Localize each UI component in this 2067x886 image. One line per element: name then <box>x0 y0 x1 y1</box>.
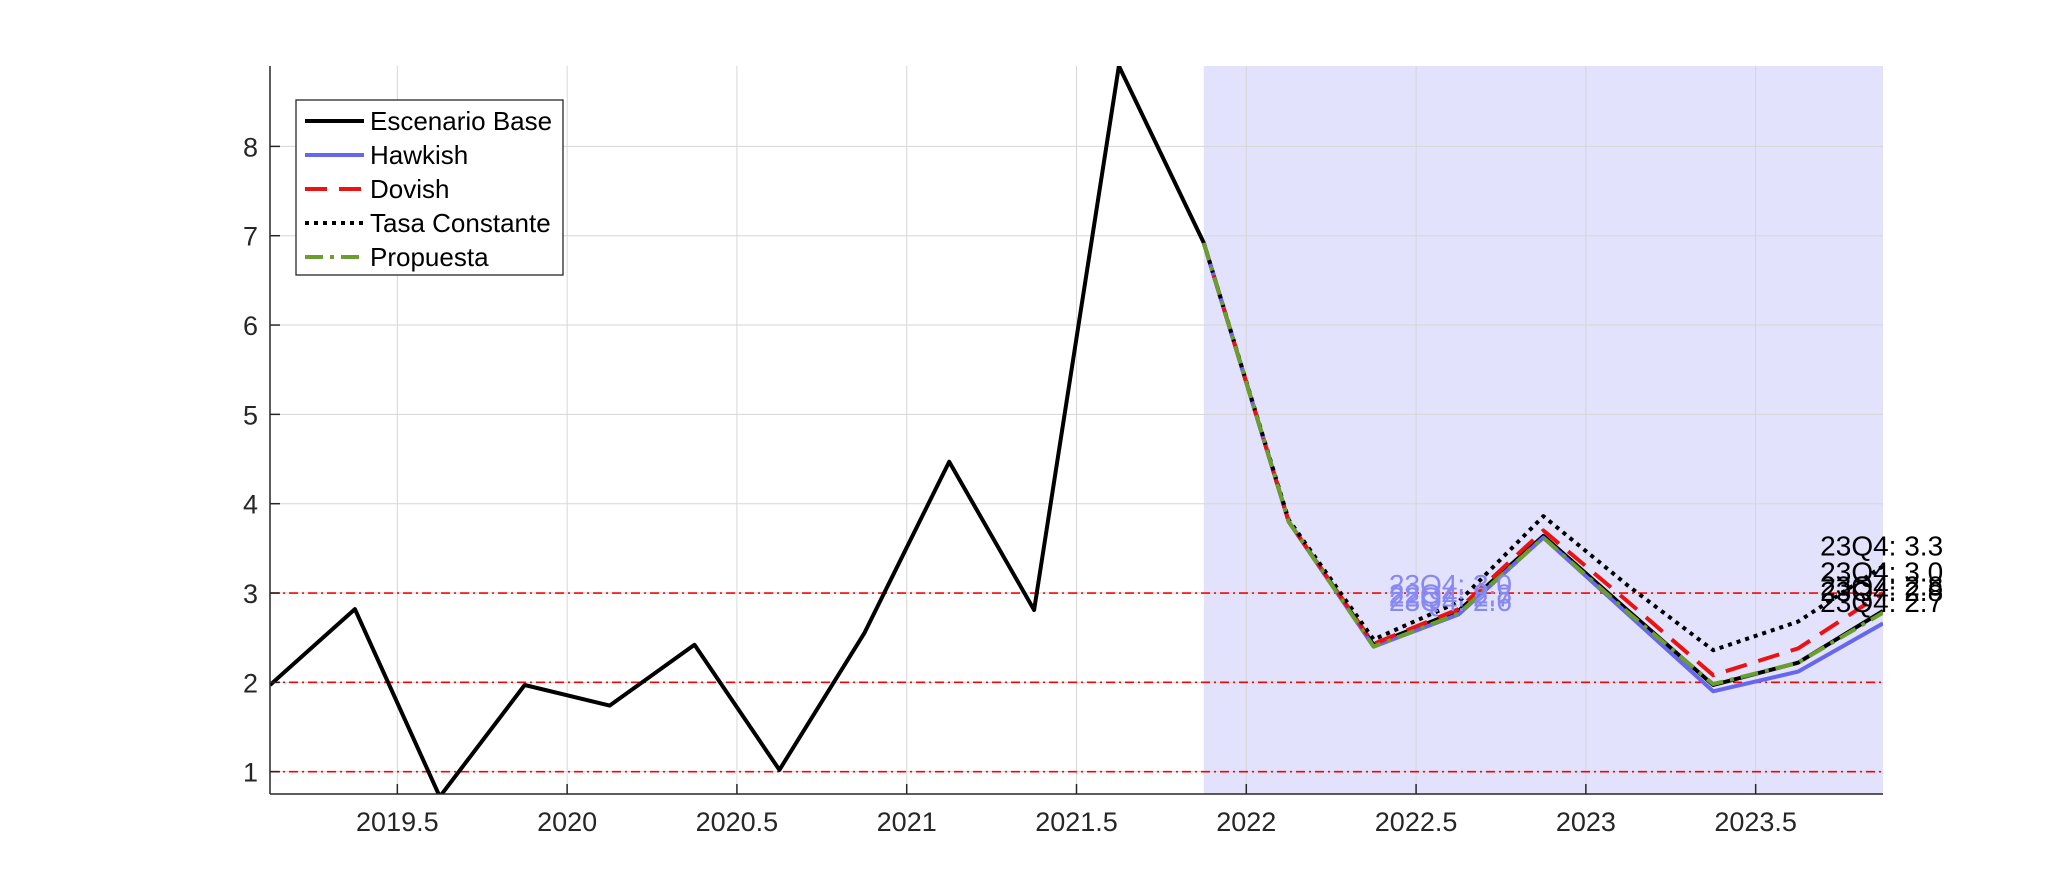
data-label: 23Q4: 3.0 <box>1389 569 1512 600</box>
series-lines <box>270 66 1883 794</box>
x-tick-label: 2022.5 <box>1375 807 1458 837</box>
y-tick-label: 1 <box>243 758 258 788</box>
y-tick-label: 8 <box>243 132 258 162</box>
x-tick-label: 2023 <box>1556 807 1616 837</box>
y-tick-label: 6 <box>243 311 258 341</box>
data-label: 23Q4: 2.7 <box>1820 587 1943 618</box>
legend-entry-label: Tasa Constante <box>370 208 551 238</box>
y-tick-label: 4 <box>243 490 258 520</box>
reference-lines <box>270 592 1883 773</box>
x-tick-label: 2019.5 <box>356 807 439 837</box>
x-tick-label: 2021 <box>877 807 937 837</box>
data-label: 22Q4: 2.8 <box>1389 579 1512 610</box>
forecast-region <box>1203 66 1883 794</box>
y-tick-label: 2 <box>243 668 258 698</box>
series-line-0 <box>270 66 1883 794</box>
series-line-4 <box>1201 242 1883 687</box>
x-tick-label: 2020.5 <box>696 807 779 837</box>
x-tick-label: 2022 <box>1216 807 1276 837</box>
y-tick-label: 5 <box>243 400 258 430</box>
x-tick-label: 2023.5 <box>1714 807 1797 837</box>
x-axis-ticks: 2019.5 2020 2020.5 2021 2021.5 2022 2022.5 2023… <box>356 784 1797 837</box>
y-tick-label: 7 <box>243 222 258 252</box>
x-tick-label: 2021.5 <box>1035 807 1118 837</box>
y-tick-label: 3 <box>243 579 258 609</box>
y-axis-ticks: 1 2 3 4 5 6 7 8 <box>243 132 280 788</box>
legend-entry-label: Propuesta <box>370 242 489 272</box>
data-label: 23Q4: 3.0 <box>1820 556 1943 587</box>
legend-entry-label: Hawkish <box>370 140 468 170</box>
legend-entry-label: Escenario Base <box>370 106 552 136</box>
data-label: 23Q4: 2.8 <box>1820 576 1943 607</box>
series-line-3 <box>1201 242 1883 653</box>
data-label: 23Q4: 2.8 <box>1820 571 1943 602</box>
legend: Escenario Base Hawkish Dovish Tasa Constant… <box>295 99 564 276</box>
legend-entry-label: Dovish <box>370 174 449 204</box>
x-tick-label: 2020 <box>537 807 597 837</box>
data-label: 23Q4: 2.6 <box>1389 586 1512 617</box>
data-label: 22Q4: 2.7 <box>1389 581 1512 612</box>
data-label: 23Q4: 3.3 <box>1820 531 1943 562</box>
